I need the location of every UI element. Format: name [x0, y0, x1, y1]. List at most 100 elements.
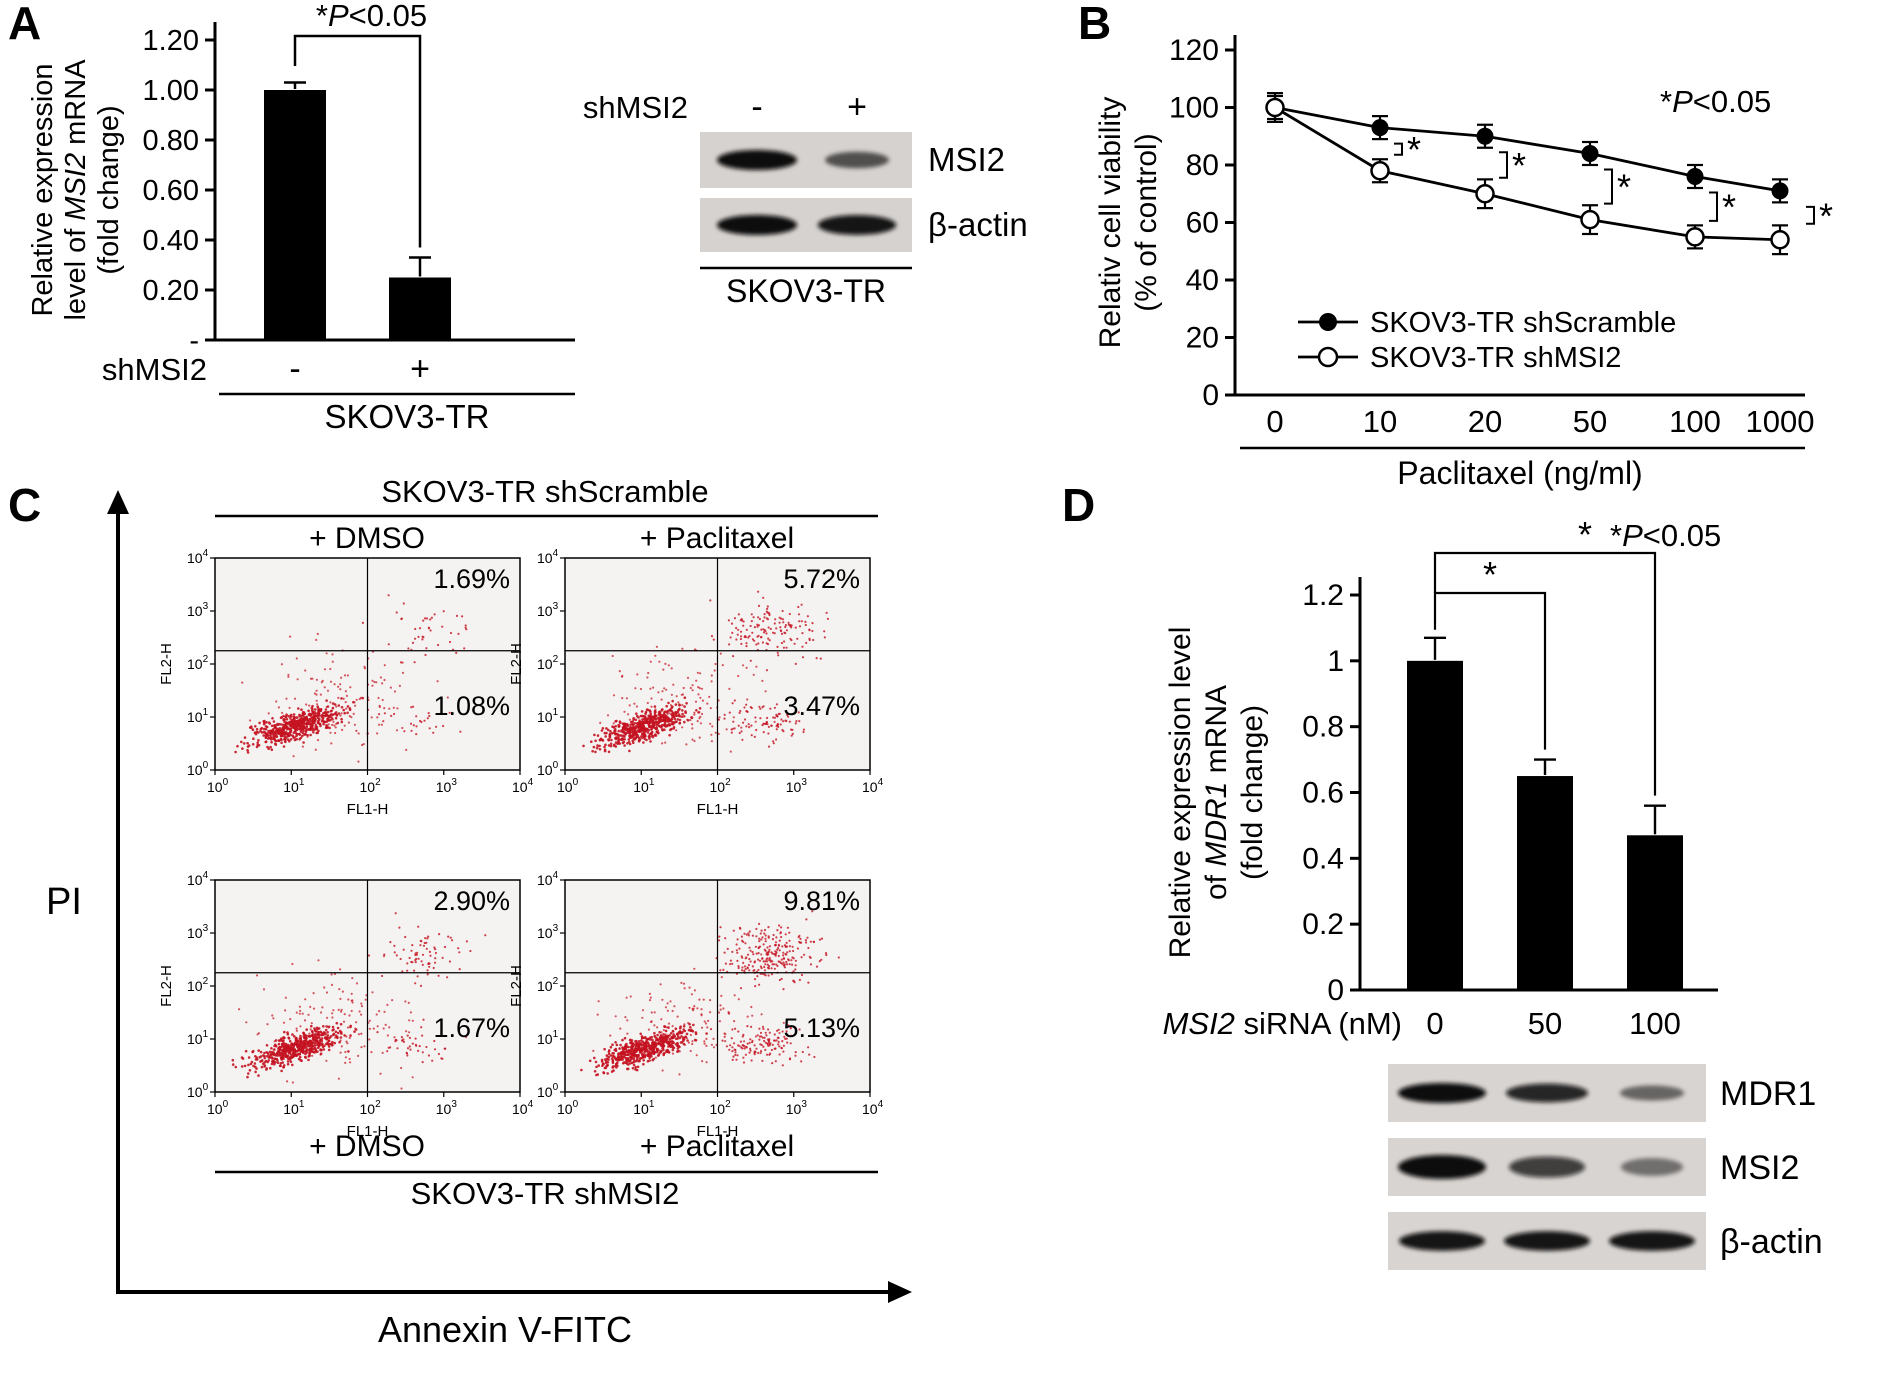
legend-label-1: SKOV3-TR shMSI2 — [1370, 342, 1621, 374]
svg-text:102: 102 — [710, 1099, 732, 1117]
blot-a-lane-0: - — [751, 88, 762, 126]
blot-d-band — [1619, 1085, 1685, 1101]
svg-text:103: 103 — [537, 601, 559, 619]
svg-text:0.40: 0.40 — [143, 225, 199, 257]
svg-text:80: 80 — [1186, 149, 1219, 182]
panel-c-bottom-col-label-1: + Paclitaxel — [640, 1130, 794, 1163]
data-point-open — [1685, 227, 1705, 247]
svg-text:104: 104 — [512, 777, 534, 795]
panel-b-axes: 120 100 80 60 40 20 0 — [1169, 34, 1805, 412]
panel-b-y-title-line-0: Relativ cell viability — [1094, 97, 1127, 349]
up-arrow-icon — [107, 490, 129, 514]
svg-text:100: 100 — [557, 777, 579, 795]
svg-text:50: 50 — [1573, 404, 1607, 439]
data-point-filled — [1771, 182, 1789, 200]
lower-right-percentage: 3.47% — [783, 691, 860, 721]
svg-text:100: 100 — [187, 760, 209, 778]
svg-text:*: * — [1483, 554, 1497, 595]
blot-d-row-label-1: MSI2 — [1720, 1149, 1799, 1187]
svg-text:100: 100 — [1169, 92, 1219, 125]
svg-text:20: 20 — [1468, 404, 1502, 439]
blot-d-band — [1398, 1083, 1486, 1103]
svg-text:0.8: 0.8 — [1302, 711, 1344, 744]
svg-text:101: 101 — [283, 1099, 305, 1117]
panel-d-x-labels: MSI2 siRNA (nM) 0 50 100 — [1163, 1006, 1681, 1041]
svg-text:102: 102 — [710, 777, 732, 795]
panel-c-bottom-col-label-0: + DMSO — [309, 1130, 425, 1163]
svg-text:103: 103 — [436, 777, 458, 795]
svg-text:1.00: 1.00 — [143, 75, 199, 107]
flow-ylabel: FL2-H — [508, 965, 525, 1007]
bar-1 — [389, 277, 451, 340]
panel-a-x-axis-name: shMSI2 — [102, 352, 207, 387]
blot-d-row-label-2: β-actin — [1720, 1223, 1823, 1261]
blot-d-band — [1505, 1083, 1589, 1103]
data-point-filled — [1371, 119, 1389, 137]
blot-a-band — [817, 215, 897, 235]
panel-d-y-title-line-1: of MDR1 mRNA — [1200, 685, 1233, 900]
svg-text:102: 102 — [537, 976, 559, 994]
panel-a-letter: A — [8, 0, 42, 49]
flow-xlabel: FL1-H — [347, 801, 389, 818]
svg-text:*: * — [1407, 129, 1421, 170]
blot-a-row-label-1: β-actin — [928, 206, 1028, 243]
panel-b-y-title-line-1: (% of control) — [1130, 133, 1163, 311]
data-point-filled — [1581, 145, 1599, 162]
upper-right-percentage: 2.90% — [433, 886, 510, 916]
svg-text:100: 100 — [557, 1099, 579, 1117]
svg-text:104: 104 — [187, 548, 209, 566]
panel-a-x-labels: shMSI2 - + SKOV3-TR — [102, 350, 575, 435]
upper-right-percentage: 1.69% — [433, 564, 510, 594]
blot-a-band — [717, 215, 797, 235]
panel-c-top-group-label: SKOV3-TR shScramble — [381, 474, 708, 509]
panel-d-bars — [1407, 636, 1683, 990]
svg-text:101: 101 — [283, 777, 305, 795]
svg-text:50: 50 — [1528, 1006, 1562, 1041]
blot-a-lane-header: shMSI2 — [583, 90, 688, 125]
panel-d-y-title-line-2: (fold change) — [1236, 705, 1269, 880]
svg-text:103: 103 — [786, 1099, 808, 1117]
panel-a-y-title-line-2: (fold change) — [93, 105, 125, 274]
panel-d-western-blot: MDR1 MSI2 β-actin — [1388, 1064, 1823, 1270]
bar-2 — [1627, 835, 1683, 990]
blot-a-group-label: SKOV3-TR — [726, 273, 886, 309]
blot-d-band — [1398, 1231, 1486, 1251]
svg-text:60: 60 — [1186, 207, 1219, 240]
svg-text:*: * — [1617, 167, 1631, 208]
svg-text:104: 104 — [512, 1099, 534, 1117]
svg-text:100: 100 — [537, 760, 559, 778]
svg-text:*: * — [1819, 195, 1833, 236]
svg-text:101: 101 — [537, 1029, 559, 1047]
lower-right-percentage: 1.67% — [433, 1013, 510, 1043]
panel-c-outer-x-label: Annexin V-FITC — [378, 1309, 632, 1350]
svg-text:103: 103 — [187, 923, 209, 941]
upper-right-percentage: 9.81% — [783, 886, 860, 916]
svg-text:100: 100 — [1669, 404, 1721, 439]
svg-text:101: 101 — [187, 707, 209, 725]
svg-text:1000: 1000 — [1746, 404, 1815, 439]
panel-b-pvalue: *P<0.05 — [1660, 84, 1771, 119]
svg-text:40: 40 — [1186, 264, 1219, 297]
blot-d-row-label-0: MDR1 — [1720, 1075, 1816, 1113]
svg-text:102: 102 — [360, 777, 382, 795]
svg-text:20: 20 — [1186, 322, 1219, 355]
svg-text:103: 103 — [436, 1099, 458, 1117]
svg-text:102: 102 — [187, 976, 209, 994]
panel-c-top-col-label-1: + Paclitaxel — [640, 522, 794, 555]
panel-a-y-title-line-0: Relative expression — [27, 63, 59, 316]
svg-text:0: 0 — [1266, 404, 1283, 439]
panel-a-x-cat-1: + — [410, 350, 430, 388]
svg-text:10: 10 — [1363, 404, 1397, 439]
panel-a-group-label: SKOV3-TR — [324, 398, 489, 435]
panel-b-letter: B — [1078, 0, 1112, 49]
svg-text:0.20: 0.20 — [143, 275, 199, 307]
svg-text:*: * — [1512, 145, 1526, 186]
panel-a-y-ticks: 1.20 1.00 0.80 0.60 0.40 0.20 - — [143, 25, 215, 357]
data-point-filled — [1476, 127, 1494, 145]
blot-a-lane-1: + — [847, 88, 867, 126]
svg-text:*: * — [1722, 187, 1736, 228]
